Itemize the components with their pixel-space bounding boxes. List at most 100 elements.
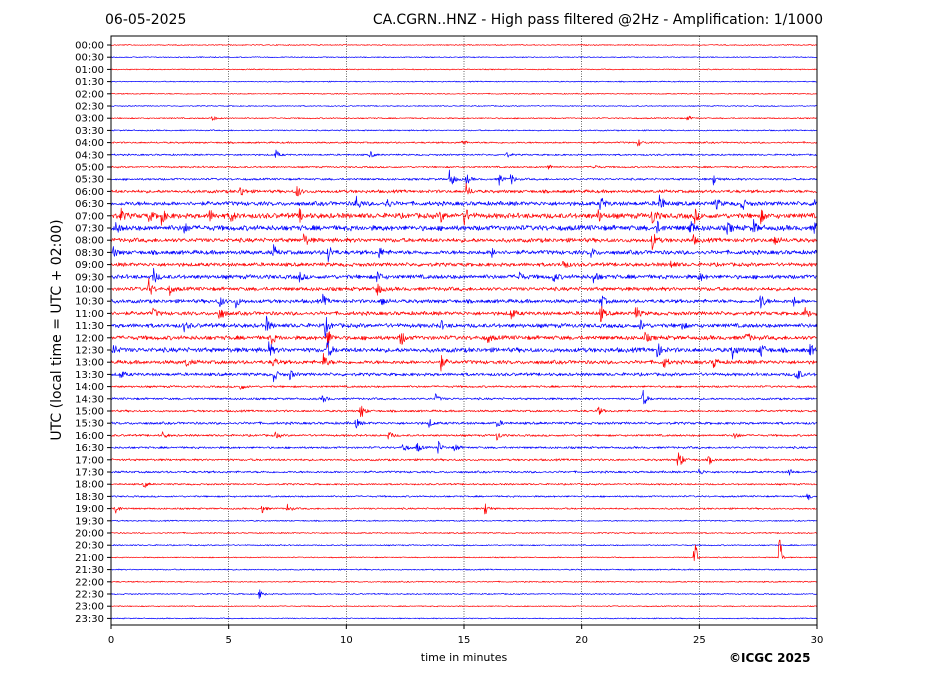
row-label-06:30: 06:30 <box>75 199 104 210</box>
x-tick-label-10: 10 <box>340 635 353 646</box>
x-tick-label-5: 5 <box>225 635 231 646</box>
time-gridlines <box>228 36 700 625</box>
trace-row-16:30 <box>110 440 817 454</box>
trace-row-18:00 <box>110 482 817 488</box>
row-label-03:30: 03:30 <box>75 126 104 137</box>
row-label-23:00: 23:00 <box>75 602 104 613</box>
trace-row-14:30 <box>110 389 817 405</box>
trace-row-21:30 <box>110 568 817 571</box>
trace-row-19:30 <box>110 519 817 522</box>
row-label-09:30: 09:30 <box>75 272 104 283</box>
row-label-12:00: 12:00 <box>75 333 104 344</box>
row-label-18:30: 18:30 <box>75 492 104 503</box>
trace-row-06:30 <box>110 194 817 211</box>
trace-row-17:30 <box>110 468 817 476</box>
trace-row-13:30 <box>110 370 817 383</box>
row-label-15:30: 15:30 <box>75 419 104 430</box>
row-label-02:30: 02:30 <box>75 102 104 113</box>
row-label-20:30: 20:30 <box>75 541 104 552</box>
date-label: 06-05-2025 <box>105 12 187 28</box>
trace-row-17:00 <box>110 452 817 466</box>
x-tick-label-25: 25 <box>693 635 706 646</box>
row-label-09:00: 09:00 <box>75 260 104 271</box>
row-label-13:30: 13:30 <box>75 370 104 381</box>
trace-row-05:00 <box>110 164 817 170</box>
row-label-03:00: 03:00 <box>75 114 104 125</box>
x-tick-label-0: 0 <box>108 635 114 646</box>
row-label-17:30: 17:30 <box>75 468 104 479</box>
row-label-04:00: 04:00 <box>75 138 104 149</box>
trace-row-15:30 <box>110 418 817 429</box>
row-label-17:00: 17:00 <box>75 455 104 466</box>
x-tick-label-15: 15 <box>458 635 471 646</box>
trace-row-02:00 <box>110 92 817 95</box>
trace-row-19:00 <box>110 503 817 515</box>
trace-row-06:00 <box>110 182 817 197</box>
trace-row-23:00 <box>110 605 817 608</box>
trace-row-00:30 <box>110 56 817 59</box>
row-label-23:30: 23:30 <box>75 614 104 625</box>
row-label-01:30: 01:30 <box>75 77 104 88</box>
trace-row-20:30 <box>110 544 817 547</box>
plot-frame <box>110 35 818 626</box>
trace-row-13:00 <box>110 353 817 372</box>
row-label-08:00: 08:00 <box>75 236 104 247</box>
copyright-label: ©ICGC 2025 <box>729 651 811 665</box>
trace-row-10:00 <box>110 277 817 296</box>
x-tick-label-30: 30 <box>811 635 824 646</box>
row-label-22:00: 22:00 <box>75 577 104 588</box>
row-label-06:00: 06:00 <box>75 187 104 198</box>
trace-row-08:00 <box>110 233 817 251</box>
trace-row-23:30 <box>110 617 817 620</box>
trace-row-01:00 <box>110 68 817 71</box>
row-label-15:00: 15:00 <box>75 407 104 418</box>
row-label-07:30: 07:30 <box>75 224 104 235</box>
x-axis-label: time in minutes <box>420 651 508 664</box>
row-label-11:30: 11:30 <box>75 321 104 332</box>
row-label-13:00: 13:00 <box>75 358 104 369</box>
trace-row-12:30 <box>110 340 817 360</box>
trace-row-14:00 <box>110 385 817 390</box>
trace-row-22:00 <box>110 580 817 583</box>
row-label-21:00: 21:00 <box>75 553 104 564</box>
seismogram-traces <box>110 44 817 620</box>
trace-row-15:00 <box>110 405 817 418</box>
row-label-10:30: 10:30 <box>75 297 104 308</box>
row-label-02:00: 02:00 <box>75 89 104 100</box>
row-label-12:30: 12:30 <box>75 346 104 357</box>
trace-row-02:30 <box>110 105 817 107</box>
trace-row-16:00 <box>110 431 817 441</box>
row-label-19:30: 19:30 <box>75 516 104 527</box>
trace-row-11:00 <box>110 305 817 322</box>
trace-row-10:30 <box>110 293 817 309</box>
trace-row-07:30 <box>110 219 817 235</box>
row-label-21:30: 21:30 <box>75 565 104 576</box>
trace-row-03:00 <box>110 115 817 121</box>
trace-row-09:30 <box>110 267 817 284</box>
trace-row-00:00 <box>110 44 817 46</box>
row-label-00:00: 00:00 <box>75 41 104 52</box>
row-label-14:30: 14:30 <box>75 394 104 405</box>
row-label-05:00: 05:00 <box>75 163 104 174</box>
trace-row-21:00 <box>110 539 817 562</box>
trace-row-22:30 <box>110 589 817 599</box>
trace-row-07:00 <box>110 207 817 226</box>
trace-row-03:30 <box>110 129 817 132</box>
trace-row-09:00 <box>110 260 817 268</box>
trace-row-05:30 <box>110 169 817 186</box>
y-axis-label: UTC (local time = UTC + 02:00) <box>49 219 65 441</box>
row-label-07:00: 07:00 <box>75 211 104 222</box>
row-label-18:00: 18:00 <box>75 480 104 491</box>
trace-row-04:00 <box>110 139 817 147</box>
row-label-14:00: 14:00 <box>75 382 104 393</box>
row-label-01:00: 01:00 <box>75 65 104 76</box>
x-axis: 0 5 10 15 20 25 30 <box>108 625 824 646</box>
row-label-00:30: 00:30 <box>75 53 104 64</box>
row-label-16:00: 16:00 <box>75 431 104 442</box>
trace-row-11:30 <box>110 315 817 338</box>
trace-row-01:30 <box>110 80 817 83</box>
trace-row-18:30 <box>110 493 817 501</box>
trace-row-20:00 <box>110 531 817 535</box>
